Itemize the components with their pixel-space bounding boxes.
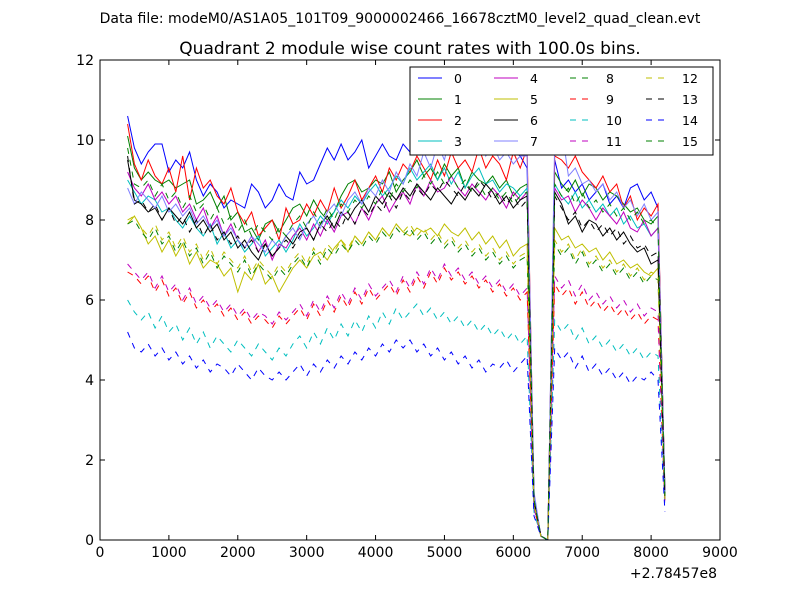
x-tick-label: 9000	[702, 545, 738, 561]
series-line-8	[127, 219, 666, 540]
x-tick-label: 6000	[496, 545, 532, 561]
figure-suptitle: Data file: modeM0/AS1A05_101T09_90000024…	[100, 11, 701, 27]
chart-title: Quadrant 2 module wise count rates with …	[179, 39, 640, 59]
legend-label-2: 2	[454, 113, 462, 128]
y-tick-label: 4	[85, 373, 94, 389]
legend-label-14: 14	[682, 113, 698, 128]
y-tick-label: 2	[85, 453, 94, 469]
legend-label-3: 3	[454, 134, 462, 149]
series-layer	[127, 115, 666, 540]
series-line-7	[127, 122, 666, 540]
legend-label-9: 9	[606, 92, 614, 107]
legend-label-4: 4	[530, 71, 538, 86]
legend-label-12: 12	[682, 71, 698, 86]
legend-label-5: 5	[530, 92, 538, 107]
series-line-12	[127, 215, 666, 540]
legend-label-11: 11	[606, 134, 622, 149]
series-line-6	[127, 159, 666, 540]
x-tick-label: 0	[96, 545, 105, 561]
y-tick-label: 12	[76, 53, 94, 69]
x-tick-label: 8000	[633, 545, 669, 561]
series-line-3	[127, 163, 666, 540]
legend-label-6: 6	[530, 113, 538, 128]
x-tick-label: 7000	[564, 545, 600, 561]
legend-label-7: 7	[530, 134, 538, 149]
series-line-9	[127, 266, 666, 540]
series-line-11	[127, 262, 666, 540]
x-axis: 0 1000 2000 3000 4000 5000 6000 7000 8000 9000	[96, 60, 738, 561]
x-tick-label: 4000	[358, 545, 394, 561]
series-line-15	[127, 147, 666, 540]
legend-label-1: 1	[454, 92, 462, 107]
series-line-2	[127, 123, 666, 540]
legend-label-10: 10	[606, 113, 622, 128]
y-tick-label: 10	[76, 133, 94, 149]
series-line-13	[127, 155, 666, 540]
x-tick-label: 5000	[427, 545, 463, 561]
x-tick-label: 2000	[220, 545, 256, 561]
legend-label-0: 0	[454, 71, 462, 86]
x-tick-label: 1000	[151, 545, 187, 561]
y-tick-label: 0	[85, 533, 94, 549]
x-tick-label: 3000	[289, 545, 325, 561]
y-tick-label: 8	[85, 213, 94, 229]
legend-frame	[409, 66, 714, 156]
x-offset-label: +2.78457e8	[630, 566, 717, 582]
series-line-14	[127, 331, 666, 540]
legend-label-8: 8	[606, 71, 614, 86]
legend-label-13: 13	[682, 92, 698, 107]
legend-label-15: 15	[682, 134, 698, 149]
y-tick-label: 6	[85, 293, 94, 309]
